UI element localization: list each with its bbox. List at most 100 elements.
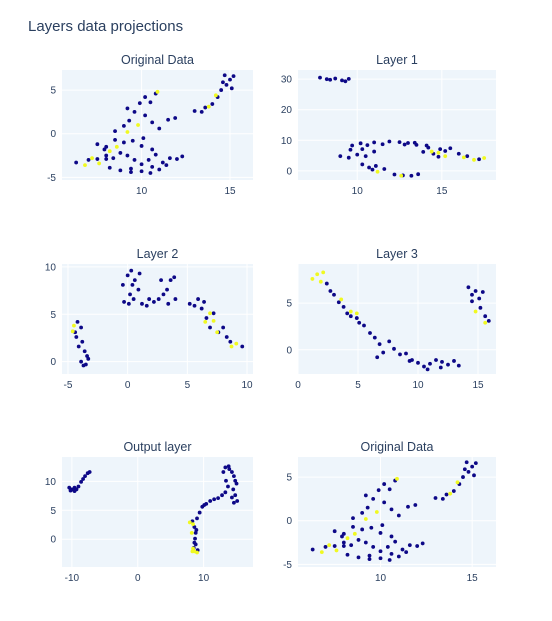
data-point bbox=[387, 139, 392, 144]
data-point bbox=[381, 350, 386, 355]
data-point bbox=[231, 487, 236, 492]
data-point bbox=[345, 552, 350, 557]
data-point bbox=[223, 490, 228, 495]
data-point bbox=[415, 544, 420, 548]
x-tick-label: 10 bbox=[241, 380, 253, 391]
y-tick-label: -5 bbox=[283, 560, 292, 571]
data-point bbox=[416, 172, 421, 177]
data-point bbox=[90, 156, 94, 161]
data-point bbox=[226, 484, 230, 489]
data-point bbox=[132, 158, 137, 162]
data-point bbox=[129, 268, 134, 273]
data-point bbox=[385, 545, 390, 549]
data-point bbox=[129, 170, 133, 175]
data-point bbox=[413, 503, 418, 507]
data-point bbox=[310, 277, 315, 281]
data-point bbox=[321, 270, 326, 275]
data-point bbox=[436, 154, 441, 159]
data-point bbox=[166, 117, 171, 122]
data-point bbox=[351, 516, 355, 521]
data-point bbox=[387, 339, 392, 344]
data-point bbox=[407, 543, 412, 548]
data-point bbox=[147, 297, 152, 301]
data-point bbox=[107, 165, 112, 170]
data-point bbox=[187, 301, 192, 306]
chart-title: Original Data bbox=[121, 53, 194, 67]
data-point bbox=[374, 510, 379, 514]
data-point bbox=[137, 101, 142, 106]
data-point bbox=[480, 290, 485, 294]
data-point bbox=[360, 147, 365, 152]
data-point bbox=[168, 278, 173, 283]
data-point bbox=[332, 544, 337, 548]
data-point bbox=[230, 495, 234, 500]
data-point bbox=[382, 167, 387, 171]
data-point bbox=[443, 149, 448, 153]
data-point bbox=[79, 359, 83, 364]
chart-1: 10 15 -5 0 5 Original Data bbox=[47, 53, 253, 197]
data-point bbox=[150, 120, 155, 125]
data-point bbox=[355, 152, 360, 157]
data-point bbox=[327, 543, 332, 548]
plot-area bbox=[298, 457, 496, 567]
data-point bbox=[196, 297, 200, 301]
data-point bbox=[363, 493, 368, 498]
data-point bbox=[336, 300, 341, 305]
data-point bbox=[224, 335, 229, 339]
data-point bbox=[167, 156, 172, 161]
data-point bbox=[448, 146, 453, 151]
data-point bbox=[346, 155, 351, 160]
data-point bbox=[126, 301, 131, 306]
data-point bbox=[125, 273, 130, 278]
data-point bbox=[166, 301, 171, 306]
data-point bbox=[160, 160, 165, 165]
data-point bbox=[157, 167, 162, 172]
data-point bbox=[406, 504, 410, 509]
data-point bbox=[193, 530, 198, 535]
data-point bbox=[152, 300, 156, 304]
data-point bbox=[341, 540, 346, 545]
data-point bbox=[227, 467, 232, 472]
data-point bbox=[478, 305, 483, 310]
data-point bbox=[436, 150, 441, 155]
data-point bbox=[399, 173, 404, 178]
data-point bbox=[208, 311, 212, 316]
y-tick-label: 20 bbox=[281, 105, 293, 116]
x-tick-label: 15 bbox=[472, 380, 484, 391]
data-point bbox=[86, 158, 91, 162]
plot-area bbox=[62, 70, 253, 180]
data-point bbox=[72, 323, 76, 328]
data-point bbox=[398, 352, 402, 357]
data-point bbox=[234, 481, 239, 486]
data-point bbox=[345, 311, 350, 316]
data-point bbox=[376, 488, 381, 493]
data-point bbox=[157, 126, 162, 131]
data-point bbox=[208, 325, 212, 330]
data-point bbox=[164, 163, 169, 168]
data-point bbox=[424, 143, 429, 148]
data-point bbox=[387, 558, 392, 562]
data-point bbox=[204, 316, 209, 320]
data-point bbox=[228, 339, 233, 344]
data-point bbox=[370, 167, 375, 172]
data-point bbox=[340, 534, 344, 539]
data-point bbox=[81, 477, 85, 481]
y-tick-label: 30 bbox=[281, 75, 293, 86]
data-point bbox=[372, 140, 377, 145]
data-point bbox=[190, 549, 195, 554]
data-point bbox=[357, 320, 362, 325]
data-point bbox=[111, 156, 116, 161]
data-point bbox=[378, 549, 383, 554]
data-point bbox=[333, 76, 338, 81]
data-point bbox=[421, 149, 426, 154]
data-point bbox=[332, 529, 337, 534]
data-point bbox=[367, 553, 372, 558]
data-point bbox=[118, 151, 123, 155]
data-point bbox=[373, 164, 378, 168]
data-point bbox=[389, 534, 394, 539]
y-tick-label: 0 bbox=[50, 357, 56, 368]
data-point bbox=[319, 550, 324, 555]
data-point bbox=[192, 303, 197, 308]
data-point bbox=[362, 323, 366, 328]
data-point bbox=[352, 531, 357, 536]
